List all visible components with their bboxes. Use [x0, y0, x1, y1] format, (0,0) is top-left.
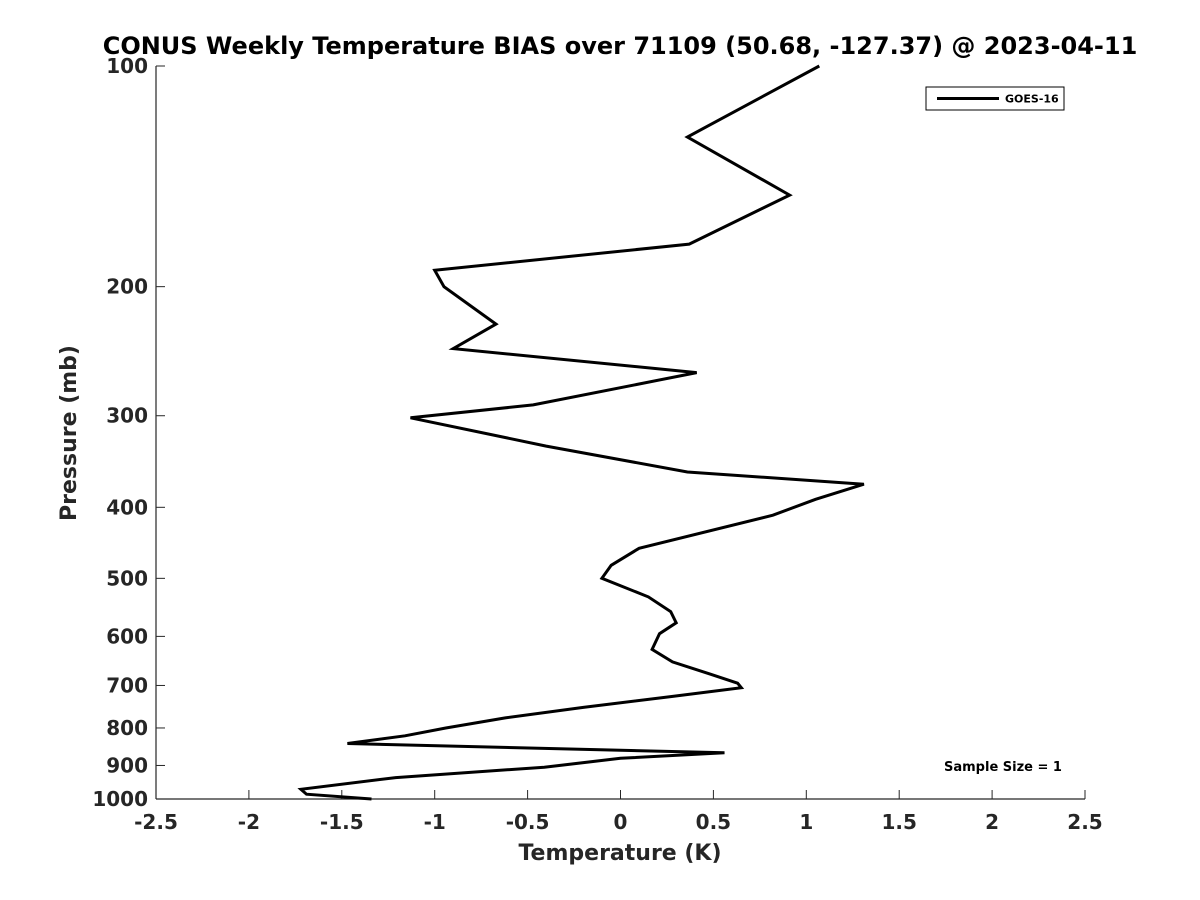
y-tick-label: 400 — [106, 495, 148, 519]
x-axis-label: Temperature (K) — [518, 841, 721, 866]
sample-size-annotation: Sample Size = 1 — [944, 760, 1062, 775]
legend-label: GOES-16 — [1005, 93, 1059, 106]
x-tick-label: 0 — [614, 810, 628, 834]
series-line-goes-16 — [297, 64, 865, 801]
y-tick-label: 700 — [106, 673, 148, 697]
y-tick-label: 900 — [106, 753, 148, 777]
y-tick-label: 1000 — [92, 787, 148, 811]
x-tick-label: 0.5 — [696, 810, 731, 834]
y-tick-label: 500 — [106, 566, 148, 590]
y-tick-label: 300 — [106, 404, 148, 428]
legend: GOES-16 — [925, 86, 1065, 111]
y-tick-label: 600 — [106, 624, 148, 648]
y-tick-label: 200 — [106, 275, 148, 299]
x-tick-label: -0.5 — [506, 810, 550, 834]
y-axis-label: Pressure (mb) — [57, 345, 82, 521]
x-tick-label: -1.5 — [320, 810, 364, 834]
data-series-group — [297, 64, 865, 801]
x-tick-label: -2 — [238, 810, 260, 834]
x-tick-label: 2.5 — [1067, 810, 1102, 834]
chart-title: CONUS Weekly Temperature BIAS over 71109… — [103, 32, 1138, 60]
axis-ticks: -2.5 -2 -1.5 -1 -0.5 0 0.5 1 1.5 2 2.5 100 200 300 400… — [92, 54, 1102, 834]
x-tick-label: -1 — [424, 810, 446, 834]
x-tick-label: -2.5 — [134, 810, 178, 834]
y-tick-label: 100 — [106, 54, 148, 78]
y-tick-label: 800 — [106, 716, 148, 740]
x-tick-label: 2 — [985, 810, 999, 834]
x-tick-label: 1 — [799, 810, 813, 834]
x-tick-label: 1.5 — [881, 810, 916, 834]
